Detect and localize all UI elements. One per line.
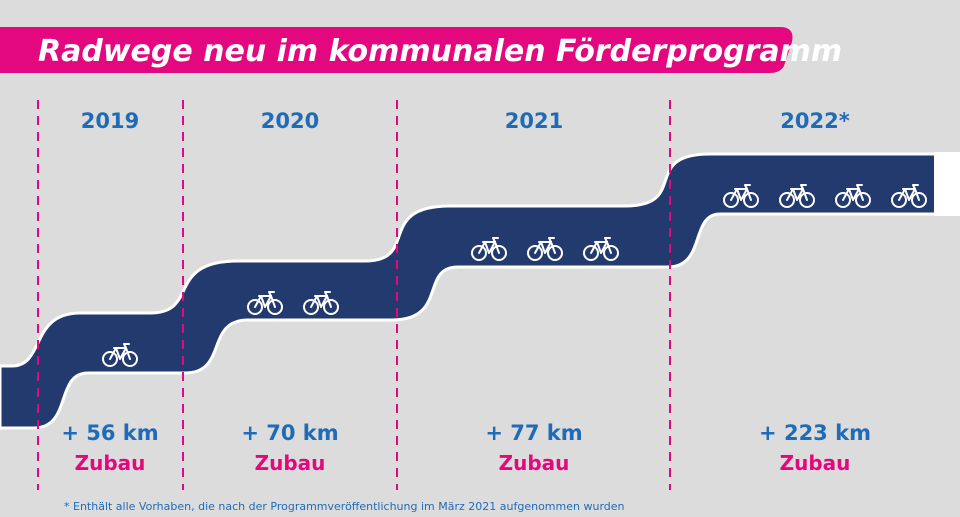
zubau-label-2021: Zubau <box>499 451 570 475</box>
title-banner: Radwege neu im kommunalen Förderprogramm <box>0 27 842 73</box>
bicycle-icon <box>723 184 759 208</box>
zubau-label-2019: Zubau <box>75 451 146 475</box>
year-label-2021: 2021 <box>505 109 563 133</box>
bicycle-icon <box>835 184 871 208</box>
road-shape <box>0 152 960 430</box>
value-label-2019: + 56 km <box>61 421 158 445</box>
bicycle-icon <box>891 184 927 208</box>
bicycle-icon <box>471 237 507 261</box>
value-label-2021: + 77 km <box>485 421 582 445</box>
year-label-2020: 2020 <box>261 109 319 133</box>
bicycle-icon <box>779 184 815 208</box>
road-end-cap <box>934 152 960 216</box>
year-labels: 2019 2020 2021 2022* <box>81 109 850 133</box>
bike-icons <box>102 184 927 367</box>
value-labels: + 56 km + 70 km + 77 km + 223 km <box>61 421 871 445</box>
value-label-2022: + 223 km <box>759 421 871 445</box>
year-label-2022: 2022* <box>780 109 849 133</box>
bicycle-icon <box>102 343 138 367</box>
chart-title: Radwege neu im kommunalen Förderprogramm <box>38 34 842 69</box>
bicycle-icon <box>583 237 619 261</box>
footnote: * Enthält alle Vorhaben, die nach der Pr… <box>64 500 625 513</box>
zubau-labels: Zubau Zubau Zubau Zubau <box>75 451 851 475</box>
bicycle-icon <box>527 237 563 261</box>
zubau-label-2022: Zubau <box>780 451 851 475</box>
bicycle-icon <box>247 291 283 315</box>
road-band <box>0 152 960 430</box>
year-label-2019: 2019 <box>81 109 139 133</box>
bicycle-icon <box>303 291 339 315</box>
value-label-2020: + 70 km <box>241 421 338 445</box>
title-banner-shape <box>0 27 793 73</box>
zubau-label-2020: Zubau <box>255 451 326 475</box>
year-dividers <box>37 100 671 490</box>
